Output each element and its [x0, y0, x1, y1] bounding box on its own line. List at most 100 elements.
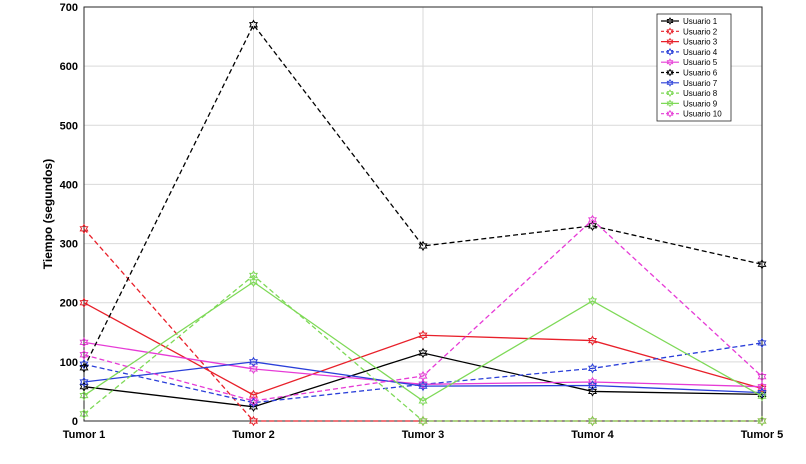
legend-marker [666, 58, 674, 67]
x-tick-label: Tumor 1 [63, 429, 106, 441]
data-point-marker [79, 408, 89, 420]
data-point-marker [588, 376, 597, 388]
series-line [83, 281, 763, 402]
legend-entry: Usuario 2 [661, 27, 718, 36]
legend-label: Usuario 7 [683, 79, 718, 88]
data-point-marker [249, 415, 258, 427]
series-5 [79, 337, 767, 392]
data-point-marker [418, 395, 428, 407]
legend-entry: Usuario 6 [661, 69, 718, 78]
data-point-marker [79, 359, 89, 370]
legend-entry: Usuario 10 [661, 110, 722, 119]
legend-marker [666, 68, 674, 77]
tick-labels: 0 100 200 300 400 500 600 700 Tumor 1 Tumor 2 Tumo… [60, 2, 784, 441]
data-point-marker [588, 415, 597, 427]
data-point-marker [249, 19, 258, 30]
data-point-marker [249, 395, 258, 407]
legend-label: Usuario 6 [683, 69, 718, 78]
data-point-marker [418, 415, 428, 427]
legend-label: Usuario 8 [683, 89, 718, 98]
legend-entry: Usuario 5 [661, 58, 718, 67]
legend-entry: Usuario 7 [661, 79, 718, 88]
series-8 [79, 270, 767, 427]
data-point-marker [418, 240, 428, 252]
y-tick-label: 100 [60, 357, 78, 369]
legend-marker [666, 78, 674, 87]
data-point-marker [588, 386, 597, 397]
data-point-marker [418, 380, 428, 392]
series-line [83, 274, 762, 422]
x-tick-label: Tumor 5 [741, 429, 784, 441]
data-point-marker [588, 295, 597, 307]
y-tick-label: 200 [60, 298, 78, 310]
data-point-marker [79, 390, 89, 401]
y-tick-label: 0 [72, 416, 78, 428]
legend-label: Usuario 2 [683, 27, 718, 36]
legend-marker [666, 27, 674, 36]
y-tick-label: 300 [60, 239, 78, 251]
data-point-marker [79, 349, 89, 360]
data-point-marker [757, 415, 767, 427]
legend-label: Usuario 1 [683, 17, 718, 26]
y-tick-label: 400 [60, 179, 78, 191]
series-line [83, 341, 763, 388]
series-line [83, 219, 763, 402]
legend-label: Usuario 5 [683, 58, 718, 67]
data-point-marker [757, 337, 767, 349]
series-9 [79, 276, 767, 407]
legend-marker [666, 37, 674, 46]
legend-marker [666, 48, 674, 56]
data-point-marker [757, 387, 767, 398]
legend-entry: Usuario 4 [661, 48, 718, 57]
series-line [83, 352, 763, 408]
data-point-marker [418, 330, 428, 341]
data-point-marker [249, 356, 258, 368]
data-point-marker [757, 371, 767, 382]
y-tick-label: 600 [60, 61, 78, 73]
data-point-marker [79, 337, 89, 348]
y-tick-label: 500 [60, 120, 78, 132]
data-point-marker [79, 376, 89, 388]
legend-entry: Usuario 8 [661, 89, 718, 98]
legend-label: Usuario 9 [683, 99, 718, 108]
y-axis-title: Tiempo (segundos) [41, 159, 55, 269]
x-tick-label: Tumor 2 [232, 429, 275, 441]
data-point-marker [588, 380, 597, 391]
data-point-marker [418, 370, 428, 382]
y-tick-label: 700 [60, 2, 78, 14]
data-point-marker [588, 363, 597, 374]
legend-label: Usuario 3 [683, 38, 718, 47]
data-point-marker [79, 362, 89, 373]
legend-marker [666, 109, 674, 118]
data-point-marker [79, 223, 89, 234]
data-point-marker [249, 363, 258, 375]
series-line [83, 361, 763, 394]
legend-marker [666, 89, 674, 97]
x-tick-label: Tumor 3 [402, 429, 445, 441]
legend-label: Usuario 4 [683, 48, 718, 57]
series-6 [79, 19, 767, 373]
legend-marker [666, 99, 674, 108]
legend-entry: Usuario 1 [661, 17, 718, 26]
data-point-marker [249, 276, 258, 288]
data-point-marker [757, 390, 767, 402]
legend-label: Usuario 10 [683, 110, 722, 119]
series-line [83, 23, 763, 369]
data-point-marker [249, 270, 258, 281]
series-lines [79, 19, 767, 427]
data-point-marker [588, 214, 597, 226]
series-10 [79, 214, 767, 407]
data-point-marker [79, 297, 89, 308]
x-tick-label: Tumor 4 [571, 429, 614, 441]
series-7 [79, 356, 767, 398]
data-point-marker [418, 347, 428, 359]
data-point-marker [757, 259, 767, 270]
data-point-marker [588, 335, 597, 346]
legend-marker [666, 17, 674, 25]
legend-entry: Usuario 3 [661, 38, 718, 47]
data-point-marker [418, 379, 428, 390]
legend-entry: Usuario 9 [661, 99, 718, 108]
series-line [83, 302, 763, 396]
